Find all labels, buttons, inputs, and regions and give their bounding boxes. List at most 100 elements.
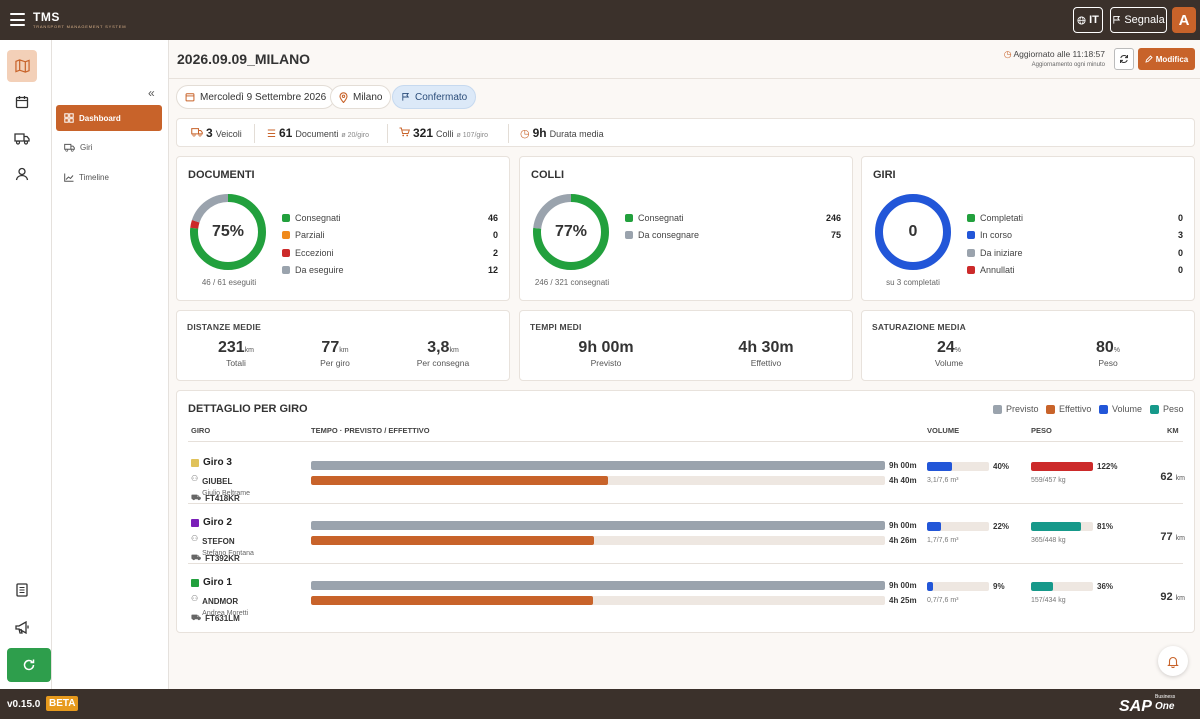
collapse-icon[interactable]: « bbox=[148, 86, 155, 100]
plate-label: FT392KR bbox=[205, 553, 240, 563]
planned-track bbox=[311, 581, 885, 590]
card-title: SATURAZIONE MEDIA bbox=[872, 322, 966, 332]
volume-bar bbox=[927, 582, 933, 591]
driver-code: ANDMOR bbox=[202, 597, 239, 606]
card-title: COLLI bbox=[531, 169, 564, 181]
weight-bar bbox=[1031, 522, 1082, 531]
metric-value: 9h 00m bbox=[578, 339, 634, 356]
legend-label: Consegnati bbox=[295, 212, 341, 223]
metric-caption: Previsto bbox=[590, 358, 622, 368]
nav-item-giri[interactable]: Giri bbox=[56, 134, 162, 160]
table-row[interactable]: Giro 3 ⚇ GIUBEL Giulio Beltrame ⛟ FT418KR 9h 0… bbox=[177, 447, 1196, 507]
legend-row: Da consegnare 75 bbox=[625, 227, 841, 245]
user-icon bbox=[15, 167, 29, 181]
legend-label: Da iniziare bbox=[980, 247, 1023, 258]
metric-value: 80 bbox=[1095, 339, 1114, 356]
volume-track bbox=[927, 522, 989, 531]
metric-unit: % bbox=[954, 347, 962, 354]
weight-bar bbox=[1031, 462, 1093, 471]
planned-time: 9h 00m bbox=[889, 581, 917, 590]
giri-donut bbox=[875, 194, 951, 270]
planned-track bbox=[311, 461, 885, 470]
flag-icon bbox=[1113, 15, 1121, 24]
km-value: 92 km bbox=[1137, 591, 1185, 603]
nav-item-dashboard[interactable]: Dashboard bbox=[56, 105, 162, 131]
driver-code: STEFON bbox=[202, 537, 235, 546]
giri-count: 0 bbox=[908, 223, 918, 240]
date-chip[interactable]: Mercoledì 9 Settembre 2026 bbox=[176, 85, 336, 109]
giro-color-swatch bbox=[191, 458, 199, 467]
metric-unit: km bbox=[339, 347, 349, 354]
giro-label: Giro 3 bbox=[203, 457, 232, 468]
main-content: 2026.09.09_MILANO ◷ Aggiornato alle 11:1… bbox=[169, 40, 1200, 689]
tempi-card: TEMPI MEDI 9h 00m Previsto 4h 30m Effettiv… bbox=[519, 310, 853, 381]
metric: 9h 00m Previsto bbox=[546, 339, 666, 368]
legend-label: Previsto bbox=[1006, 404, 1039, 414]
report-button[interactable]: Segnala bbox=[1110, 7, 1167, 33]
legend-row: Completati 0 bbox=[967, 209, 1183, 227]
refresh-button[interactable] bbox=[1114, 48, 1134, 70]
volume-bar bbox=[927, 522, 941, 531]
metric: 80% Peso bbox=[1048, 339, 1168, 368]
calendar-icon bbox=[185, 93, 195, 102]
colli-legend: Consegnati 246 Da consegnare 75 bbox=[625, 209, 841, 244]
car-icon: ⛟ bbox=[191, 613, 202, 622]
colli-card: COLLI 77% 246 / 321 consegnati Consegnat… bbox=[519, 156, 853, 301]
sync-button[interactable] bbox=[7, 648, 51, 682]
giro-color-swatch bbox=[191, 518, 199, 527]
metric-caption: Effettivo bbox=[750, 358, 782, 368]
nav-label: Timeline bbox=[79, 172, 109, 182]
document-button[interactable] bbox=[7, 574, 37, 606]
weight-track bbox=[1031, 462, 1093, 471]
volume-detail: 0,7/7,6 m³ bbox=[927, 597, 959, 604]
legend-value: 246 bbox=[825, 212, 841, 223]
actual-track bbox=[311, 536, 885, 545]
user-button[interactable] bbox=[7, 158, 37, 190]
documenti-donut bbox=[190, 194, 266, 270]
truck-button[interactable] bbox=[7, 122, 37, 154]
nav-item-timeline[interactable]: Timeline bbox=[56, 164, 162, 190]
actual-time: 4h 40m bbox=[889, 476, 917, 485]
km-value: 77 km bbox=[1137, 531, 1185, 543]
divider bbox=[508, 124, 509, 143]
table-row[interactable]: Giro 2 ⚇ STEFON Stefano Fontana ⛟ FT392KR 9h 0… bbox=[177, 507, 1196, 567]
announcement-button[interactable] bbox=[7, 611, 37, 643]
language-button[interactable]: IT bbox=[1073, 7, 1103, 33]
map-button[interactable] bbox=[7, 50, 37, 82]
logo-text: TMS bbox=[33, 10, 60, 24]
notification-button[interactable] bbox=[1158, 646, 1188, 676]
weight-bar bbox=[1031, 582, 1054, 591]
volume-track bbox=[927, 582, 989, 591]
duration-value: 9h bbox=[532, 126, 547, 140]
volume-track bbox=[927, 462, 989, 471]
app-logo[interactable]: TMS TRANSPORT MANAGEMENT SYSTEM bbox=[33, 10, 126, 29]
metric-unit: % bbox=[1113, 347, 1121, 354]
packages-label: Colli bbox=[436, 129, 454, 139]
sap-logo-one: One bbox=[1155, 701, 1175, 712]
status-badge[interactable]: Confermato bbox=[392, 85, 477, 109]
documenti-caption: 46 / 61 eseguiti bbox=[201, 278, 257, 287]
metric: 231km Totali bbox=[176, 339, 296, 368]
avatar[interactable]: A bbox=[1172, 7, 1196, 33]
table-row[interactable]: Giro 1 ⚇ ANDMOR Andrea Moretti ⛟ FT631LM 9h 00… bbox=[177, 567, 1196, 627]
driver-code: GIUBEL bbox=[202, 477, 233, 486]
donut-slice bbox=[533, 194, 609, 270]
vehicles-value: 3 bbox=[206, 126, 213, 140]
metric: 3,8km Per consegna bbox=[383, 339, 503, 368]
city-chip[interactable]: Milano bbox=[330, 85, 392, 109]
nav-label: Dashboard bbox=[79, 113, 121, 123]
planned-bar bbox=[311, 581, 885, 590]
menu-icon[interactable] bbox=[10, 13, 25, 26]
legend-swatch bbox=[282, 231, 290, 240]
driver-name: Stefano Fontana bbox=[202, 550, 254, 557]
edit-button[interactable]: Modifica bbox=[1138, 48, 1195, 70]
legend-swatch bbox=[967, 213, 975, 222]
calendar-button[interactable] bbox=[7, 86, 37, 118]
icon-rail bbox=[0, 40, 52, 689]
sub-navigation: « Dashboard Giri Timeline bbox=[52, 40, 169, 689]
legend-value: 0 bbox=[492, 230, 498, 241]
documenti-card: DOCUMENTI 75% 46 / 61 eseguiti Consegnat… bbox=[176, 156, 510, 301]
row-divider bbox=[188, 563, 1183, 564]
actual-bar bbox=[311, 536, 594, 545]
clock-icon: ◷ bbox=[1003, 49, 1012, 59]
